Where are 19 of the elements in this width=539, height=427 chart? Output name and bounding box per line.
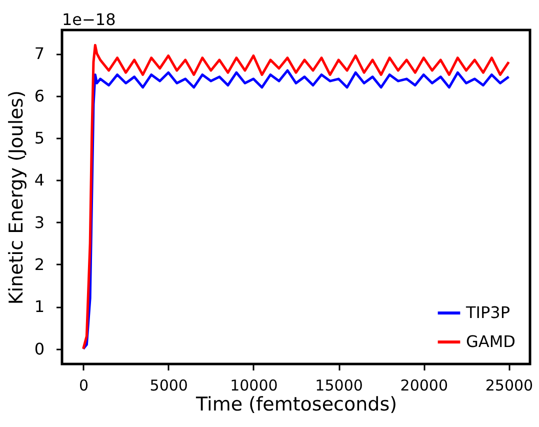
x-tick-label: 5000	[150, 376, 188, 394]
y-tick-label: 5	[34, 128, 44, 148]
y-tick-label: 1	[34, 297, 44, 316]
x-tick-label: 10000	[230, 376, 278, 394]
text: 1e−18	[62, 10, 116, 29]
x-tick-label: 0	[79, 376, 89, 394]
y-tick-label: 7	[34, 44, 44, 64]
y-tick-label: 6	[34, 86, 44, 106]
legend-label: TIP3P	[465, 303, 510, 322]
legend-label: GAMD	[466, 332, 516, 351]
y-tick-label: 3	[34, 212, 44, 232]
y-axis-title: Kinetic Energy (Joules)	[5, 90, 28, 305]
x-tick-label: 25000	[485, 376, 534, 394]
y-tick-label: 0	[34, 339, 44, 358]
x-tick-label: 20000	[400, 376, 448, 394]
x-axis-title: Time (femtoseconds)	[195, 394, 397, 416]
y-tick-label: 2	[34, 254, 44, 274]
x-tick-label: 15000	[315, 376, 363, 394]
y-tick-label: 4	[34, 170, 44, 190]
